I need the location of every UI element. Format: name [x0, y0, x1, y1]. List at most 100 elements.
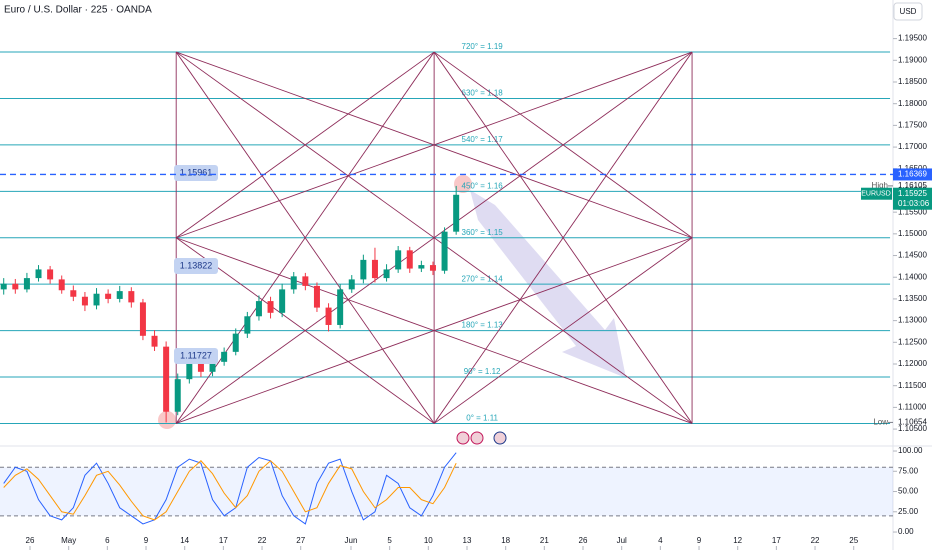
x-tick-label: 22 [811, 536, 820, 545]
y-tick-label: 1.19000 [898, 55, 927, 64]
x-tick-label: 18 [501, 536, 510, 545]
candle-body [70, 290, 77, 297]
osc-y-tick-label: 100.00 [898, 446, 923, 455]
candle-body [58, 279, 65, 291]
candle-body [197, 361, 204, 372]
osc-y-tick-label: 25.00 [898, 507, 919, 516]
candle-body [453, 194, 460, 232]
candle-body [221, 351, 228, 362]
candle-body [23, 278, 30, 290]
candle-body [395, 250, 402, 270]
candle-body [441, 231, 448, 271]
last-price: 1.15925 [898, 189, 927, 198]
gann-level-label: 90° = 1.12 [464, 367, 501, 376]
y-tick-label: 1.12500 [898, 337, 927, 346]
y-tick-label: 1.19500 [898, 34, 927, 43]
y-tick-label: 1.14500 [898, 251, 927, 260]
candle-body [116, 291, 123, 299]
symbol-box [861, 187, 892, 200]
gann-box-line [175, 51, 435, 424]
x-tick-label: 5 [387, 536, 392, 545]
candle-body [163, 346, 170, 412]
annotation-box [174, 348, 218, 364]
gann-level-label: 450° = 1.16 [462, 181, 504, 190]
candle-body [429, 265, 436, 271]
osc-y-tick-label: 0.00 [898, 527, 914, 536]
x-tick-label: 9 [697, 536, 702, 545]
gann-level-label: 270° = 1.14 [462, 274, 504, 283]
candle-body [151, 335, 158, 347]
oscillator-line [3, 460, 457, 521]
price-marker-name: High [872, 181, 888, 190]
price-marker-value: 1.16105 [898, 181, 927, 190]
x-tick-label: 22 [258, 536, 267, 545]
candle-body [105, 293, 112, 299]
event-icon[interactable] [493, 431, 507, 445]
candle-body [244, 316, 251, 334]
candle-body [139, 302, 146, 336]
annotation-box [174, 258, 218, 274]
candle-body [0, 283, 7, 290]
annotation: 1.15961 [180, 167, 213, 177]
candle-body [360, 259, 367, 280]
x-tick-label: 4 [658, 536, 663, 545]
x-tick-label: 14 [180, 536, 189, 545]
candle-body [348, 279, 355, 290]
gann-box-line [176, 237, 693, 424]
candle-body [302, 276, 309, 286]
x-tick-label: 27 [296, 536, 305, 545]
x-tick-label: May [61, 536, 76, 545]
countdown: 01:03:06 [898, 199, 930, 208]
candle-body [35, 269, 42, 279]
event-icon[interactable] [470, 431, 484, 445]
x-tick-label: Jul [617, 536, 627, 545]
currency-button[interactable] [893, 2, 923, 21]
y-tick-label: 1.11500 [898, 381, 927, 390]
candle-body [232, 333, 239, 352]
oscillator-line [3, 452, 457, 525]
annotation: 1.11727 [180, 350, 212, 360]
candle-body [371, 259, 378, 279]
candle-body [383, 269, 390, 279]
x-tick-label: 21 [540, 536, 549, 545]
x-tick-label: 25 [849, 536, 858, 545]
y-tick-label: 1.12000 [898, 359, 927, 368]
gann-box-line [175, 237, 435, 424]
x-tick-label: 17 [219, 536, 228, 545]
gann-box-line [175, 51, 435, 239]
y-tick-label: 1.15000 [898, 229, 927, 238]
candle-body [313, 285, 320, 308]
y-tick-label: 1.15500 [898, 207, 927, 216]
gann-box-line [175, 51, 693, 424]
x-tick-label: 6 [105, 536, 110, 545]
candle-body [279, 289, 286, 313]
osc-y-tick-label: 75.00 [898, 466, 919, 475]
event-icon[interactable] [456, 431, 470, 445]
candle-body [290, 276, 297, 290]
candle-body [325, 307, 332, 325]
price-marker-value: 1.10654 [898, 418, 927, 427]
y-tick-label: 1.17000 [898, 142, 927, 151]
alert-label-box [893, 168, 932, 181]
x-tick-label: 9 [144, 536, 149, 545]
candle-body [406, 250, 413, 269]
candle-body [209, 361, 216, 372]
gann-level-label: 720° = 1.19 [462, 42, 504, 51]
candle-body [81, 296, 88, 306]
candle-body [337, 289, 344, 325]
candle-body [47, 269, 54, 280]
x-tick-label: 26 [579, 536, 588, 545]
price-marker-name: Low [873, 418, 888, 427]
annotation: 1.13822 [180, 260, 213, 270]
last-price-box [893, 187, 932, 210]
x-tick-label: 17 [772, 536, 781, 545]
candle-body [12, 283, 19, 290]
gann-level-label: 180° = 1.13 [462, 321, 504, 330]
x-tick-label: Jun [345, 536, 358, 545]
annotation-box [174, 165, 218, 181]
annotations: 1.15961 1.13822 1.11727 [174, 165, 218, 364]
highlight-high [454, 175, 472, 193]
alert-label: 1.16369 [898, 170, 927, 179]
